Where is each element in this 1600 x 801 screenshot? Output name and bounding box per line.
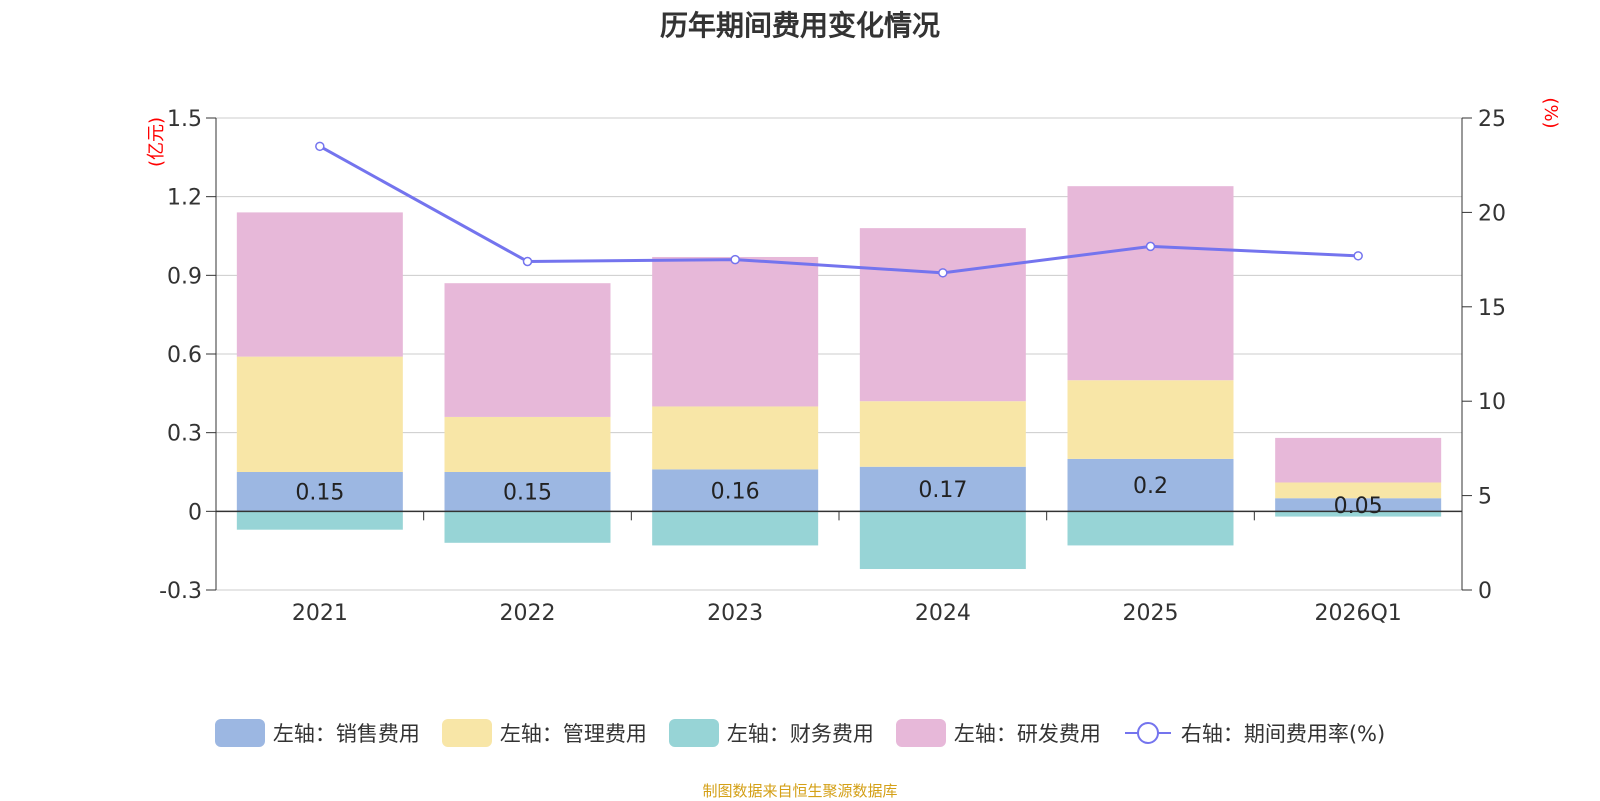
bar-admin bbox=[444, 416, 611, 472]
bar-rnd bbox=[1067, 186, 1234, 381]
left-tick-label: 1.2 bbox=[167, 186, 202, 211]
bar-rnd bbox=[444, 283, 611, 417]
bar-rnd bbox=[1275, 437, 1442, 483]
legend: 左轴：销售费用 左轴：管理费用 左轴：财务费用 左轴：研发费用 右轴：期间费用率… bbox=[0, 718, 1600, 748]
bar-sales bbox=[859, 466, 1026, 512]
data-label-sales: 0.15 bbox=[503, 481, 552, 506]
bar-sales bbox=[1067, 458, 1234, 512]
rate-point bbox=[1353, 251, 1363, 261]
rate-point bbox=[938, 268, 948, 278]
category-label: 2021 bbox=[292, 601, 348, 626]
right-tick-label: 10 bbox=[1478, 390, 1506, 415]
data-label-sales: 0.16 bbox=[711, 479, 760, 504]
rate-point bbox=[315, 141, 325, 152]
bar-finance bbox=[859, 511, 1026, 570]
category-label: 2023 bbox=[707, 601, 763, 626]
bar-rnd bbox=[236, 212, 403, 357]
bar-admin bbox=[1067, 380, 1234, 459]
legend-label-rate: 右轴：期间费用率(%) bbox=[1180, 722, 1386, 746]
rate-point bbox=[730, 254, 740, 265]
legend-swatch-rnd bbox=[895, 719, 946, 747]
bars-group bbox=[236, 186, 1442, 570]
legend-item-sales[interactable]: 左轴：销售费用 bbox=[214, 718, 420, 748]
data-source-note: 制图数据来自恒生聚源数据库 bbox=[702, 782, 898, 800]
bar-sales bbox=[236, 472, 403, 512]
bar-sales bbox=[1275, 498, 1442, 512]
legend-swatch-admin bbox=[441, 719, 492, 747]
category-label: 2024 bbox=[915, 601, 971, 626]
bar-finance bbox=[236, 511, 403, 530]
bar-finance bbox=[1275, 511, 1442, 517]
legend-item-rate[interactable]: 右轴：期间费用率(%) bbox=[1123, 718, 1385, 748]
data-label-sales: 0.17 bbox=[918, 478, 967, 503]
bar-rnd bbox=[859, 228, 1026, 402]
legend-swatch-sales bbox=[214, 719, 265, 747]
axes-group: -0.300.30.60.91.21.50510152025(亿元)(%)202… bbox=[146, 97, 1561, 626]
left-axis-unit: (亿元) bbox=[146, 117, 167, 167]
legend-label-admin: 左轴：管理费用 bbox=[499, 722, 647, 746]
chart-svg: -0.300.30.60.91.21.50510152025(亿元)(%)202… bbox=[146, 97, 1561, 626]
left-tick-label: 0.9 bbox=[167, 264, 202, 289]
right-tick-label: 15 bbox=[1478, 296, 1506, 321]
bar-admin bbox=[652, 406, 819, 470]
rate-point bbox=[522, 256, 533, 267]
bar-finance bbox=[1067, 511, 1234, 546]
right-tick-label: 5 bbox=[1478, 485, 1492, 510]
data-label-sales: 0.05 bbox=[1334, 494, 1383, 519]
left-tick-label: -0.3 bbox=[159, 579, 202, 604]
data-labels-group: 0.15 0.15 0.16 0.17 0.2 0.05 bbox=[295, 474, 1382, 519]
bar-sales bbox=[652, 469, 819, 512]
legend-item-finance[interactable]: 左轴：财务费用 bbox=[668, 718, 874, 748]
chart-title: 历年期间费用变化情况 bbox=[659, 9, 940, 42]
bar-admin bbox=[859, 401, 1026, 467]
bar-rnd bbox=[652, 256, 819, 407]
legend-swatch-finance bbox=[668, 719, 719, 747]
rate-point bbox=[1145, 241, 1156, 252]
rate-line bbox=[319, 145, 1359, 275]
right-tick-label: 25 bbox=[1478, 107, 1506, 132]
right-axis-unit: (%) bbox=[1540, 97, 1561, 128]
rate-line-group bbox=[315, 141, 1363, 278]
category-label: 2025 bbox=[1123, 601, 1179, 626]
bar-finance bbox=[652, 511, 819, 546]
left-tick-label: 0 bbox=[188, 500, 202, 525]
left-tick-label: 0.6 bbox=[167, 343, 202, 368]
gridlines bbox=[216, 117, 1462, 591]
bar-admin bbox=[1275, 482, 1442, 499]
right-tick-label: 0 bbox=[1478, 579, 1492, 604]
data-label-sales: 0.2 bbox=[1133, 474, 1168, 499]
bar-admin bbox=[236, 356, 403, 472]
right-tick-label: 20 bbox=[1478, 201, 1506, 226]
category-label: 2026Q1 bbox=[1315, 601, 1402, 626]
left-tick-label: 0.3 bbox=[167, 422, 202, 447]
bar-sales bbox=[444, 472, 611, 512]
legend-item-rnd[interactable]: 左轴：研发费用 bbox=[895, 718, 1101, 748]
legend-label-rnd: 左轴：研发费用 bbox=[953, 722, 1101, 746]
category-label: 2022 bbox=[500, 601, 556, 626]
legend-label-finance: 左轴：财务费用 bbox=[726, 722, 874, 746]
data-label-sales: 0.15 bbox=[295, 481, 344, 506]
bar-finance bbox=[444, 511, 611, 543]
legend-line-marker-icon bbox=[1124, 722, 1171, 744]
legend-item-admin[interactable]: 左轴：管理费用 bbox=[441, 718, 647, 748]
left-tick-label: 1.5 bbox=[167, 107, 202, 132]
legend-label-sales: 左轴：销售费用 bbox=[272, 722, 420, 746]
